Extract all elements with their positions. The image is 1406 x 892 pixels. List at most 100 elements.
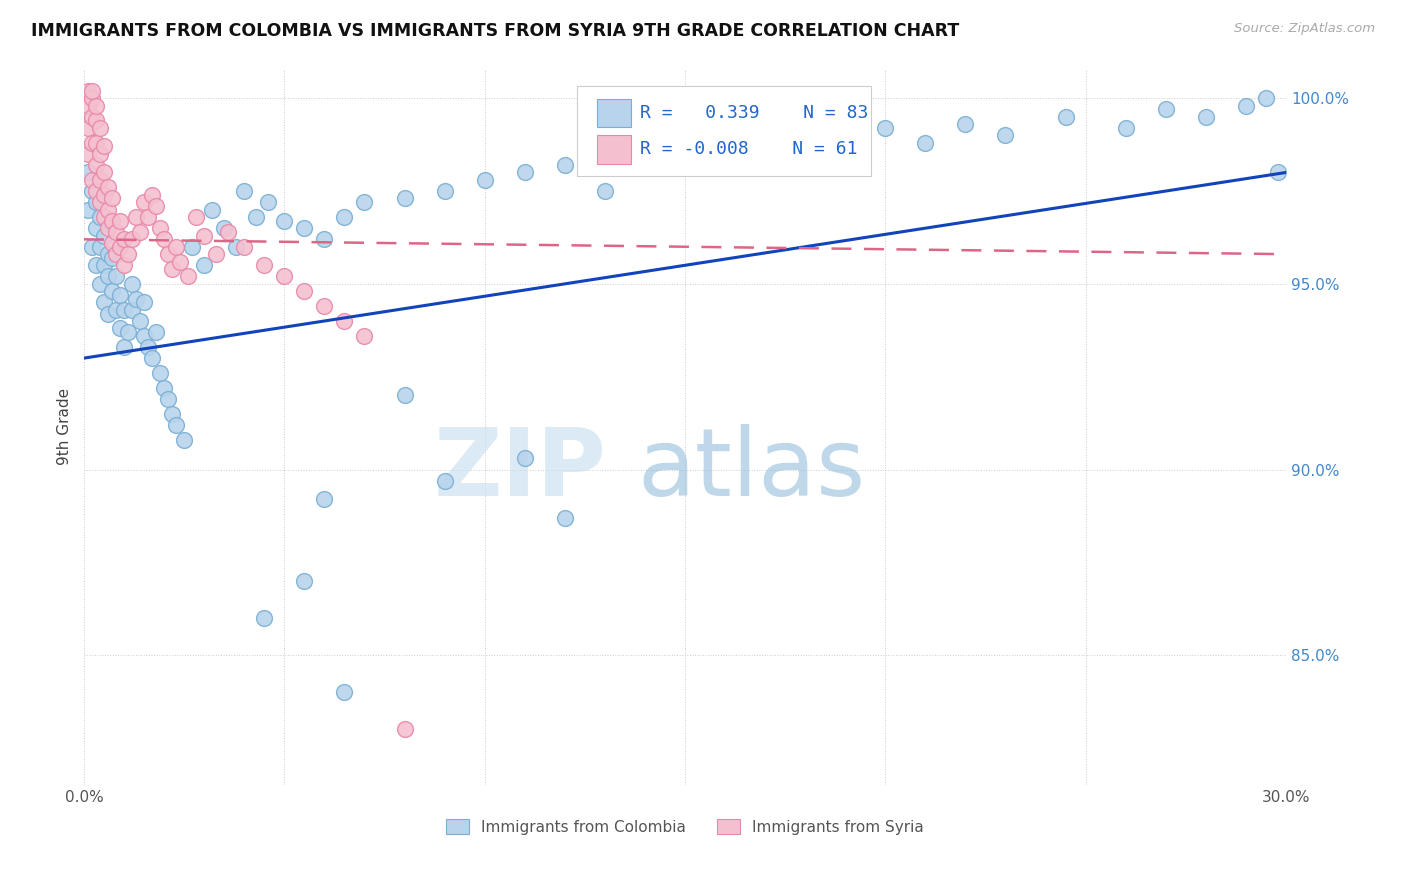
Point [80, 184, 103, 198]
Point [105, 225, 128, 239]
Point [433, 184, 456, 198]
Point [112, 302, 135, 317]
Point [97, 247, 120, 261]
Bar [598, 136, 631, 164]
Point [77, 165, 100, 179]
Point [160, 262, 183, 277]
Point [394, 191, 416, 205]
Point [121, 302, 143, 317]
Point [165, 417, 187, 432]
Point [193, 258, 215, 272]
Point [225, 240, 247, 254]
Point [89, 120, 111, 135]
Point [97, 269, 120, 284]
Point [108, 240, 131, 254]
Point [173, 433, 195, 447]
Point [112, 232, 135, 246]
Text: atlas: atlas [637, 424, 865, 516]
Point [117, 247, 139, 261]
Text: IMMIGRANTS FROM COLOMBIA VS IMMIGRANTS FROM SYRIA 9TH GRADE CORRELATION CHART: IMMIGRANTS FROM COLOMBIA VS IMMIGRANTS F… [31, 22, 959, 40]
Point [292, 221, 315, 235]
Point [149, 366, 172, 380]
Point [89, 210, 111, 224]
Point [205, 247, 228, 261]
Text: R = -0.008    N = 61: R = -0.008 N = 61 [641, 141, 858, 159]
Point [117, 325, 139, 339]
Point [101, 191, 124, 205]
Point [129, 314, 152, 328]
Point [77, 202, 100, 217]
Point [513, 165, 536, 179]
Point [513, 451, 536, 466]
Point [112, 258, 135, 272]
Point [125, 210, 148, 224]
Point [333, 314, 356, 328]
Point [80, 136, 103, 150]
Point [233, 184, 256, 198]
Point [132, 295, 155, 310]
Point [101, 213, 124, 227]
Text: Source: ZipAtlas.com: Source: ZipAtlas.com [1234, 22, 1375, 36]
Point [273, 213, 295, 227]
Point [914, 136, 936, 150]
Bar [598, 99, 631, 128]
Point [245, 210, 267, 224]
Point [84, 221, 107, 235]
Point [105, 247, 128, 261]
Point [77, 84, 100, 98]
Point [554, 510, 576, 524]
Point [136, 210, 159, 224]
Point [89, 240, 111, 254]
Point [89, 147, 111, 161]
Point [165, 240, 187, 254]
Point [253, 258, 276, 272]
Point [108, 288, 131, 302]
Point [333, 685, 356, 699]
Point [141, 187, 163, 202]
Point [84, 98, 107, 112]
Point [112, 340, 135, 354]
Point [273, 269, 295, 284]
Point [93, 139, 115, 153]
Point [153, 381, 176, 395]
Point [554, 158, 576, 172]
Point [97, 202, 120, 217]
Text: ZIP: ZIP [434, 424, 607, 516]
Point [89, 277, 111, 291]
Point [1154, 103, 1177, 117]
Point [292, 574, 315, 588]
Point [353, 195, 375, 210]
Point [149, 221, 172, 235]
Point [394, 723, 416, 737]
FancyBboxPatch shape [576, 87, 872, 176]
Point [108, 321, 131, 335]
Point [955, 117, 977, 131]
Point [93, 187, 115, 202]
Point [834, 147, 856, 161]
Point [292, 285, 315, 299]
Point [84, 136, 107, 150]
Point [257, 195, 280, 210]
Point [84, 184, 107, 198]
Point [181, 240, 204, 254]
Point [84, 113, 107, 128]
Point [157, 247, 180, 261]
Point [186, 210, 208, 224]
Point [1254, 91, 1277, 105]
Point [593, 184, 616, 198]
Point [1234, 98, 1257, 112]
Point [1195, 110, 1218, 124]
Point [132, 195, 155, 210]
Point [160, 407, 183, 421]
Point [212, 221, 235, 235]
Point [153, 232, 176, 246]
Point [77, 120, 100, 135]
Point [433, 474, 456, 488]
Point [314, 299, 336, 313]
Point [125, 292, 148, 306]
Point [105, 269, 128, 284]
Point [353, 329, 375, 343]
Point [773, 128, 796, 143]
Text: R =   0.339    N = 83: R = 0.339 N = 83 [641, 104, 869, 122]
Point [84, 195, 107, 210]
